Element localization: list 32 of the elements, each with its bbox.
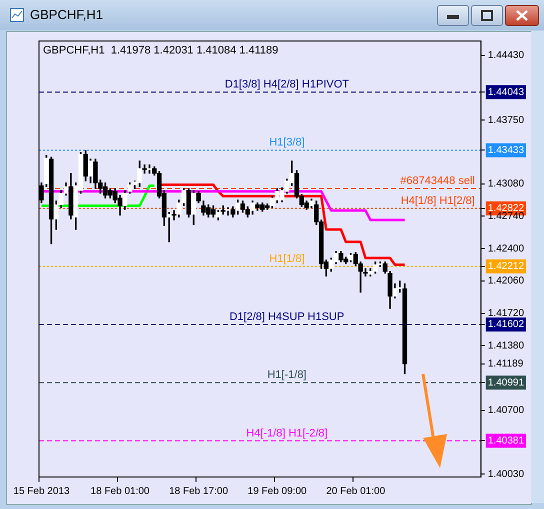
y-tick-label: 1.43080 <box>488 178 524 190</box>
y-tick-label: 1.42060 <box>488 276 524 287</box>
y-tick-label: 1.44430 <box>488 50 524 62</box>
y-tick-label: 1.40991 <box>488 377 524 388</box>
y-tick-label: 1.41189 <box>488 358 524 370</box>
x-tick-label: 18 Feb 17:00 <box>169 486 228 497</box>
ref-line-label: H4[-1/8] H1[-2/8] <box>246 427 328 440</box>
ref-line-label: #68743448 sell <box>400 175 475 188</box>
ref-line-label: H1[1/8] <box>269 252 305 265</box>
ref-line-label: H1[3/8] <box>269 136 305 149</box>
x-tick-label: 20 Feb 01:00 <box>326 486 386 497</box>
y-tick-label: 1.41602 <box>488 319 524 330</box>
chart-subtitle: GBPCHF,H1 1.41978 1.42031 1.41084 1.41189 <box>43 44 278 57</box>
chart-title: GBPCHF,H1 <box>30 7 103 22</box>
y-tick-label: 1.44043 <box>488 86 524 98</box>
y-tick-label: 1.42400 <box>488 243 524 254</box>
y-tick-label: 1.40030 <box>488 468 524 480</box>
x-tick-label: 19 Feb 09:00 <box>248 486 308 497</box>
y-tick-label: 1.41720 <box>488 308 524 320</box>
x-tick-label: 15 Feb 2013 <box>13 486 70 497</box>
ref-line-label: H4[1/8] H1[2/8] <box>400 194 475 207</box>
ref-line-label: D1[2/8] H4SUP H1SUP <box>229 311 344 324</box>
y-tick-label: 1.43433 <box>488 144 524 156</box>
x-tick-label: 18 Feb 01:00 <box>90 486 150 497</box>
y-tick-label: 1.42212 <box>488 261 524 272</box>
y-tick-label: 1.40700 <box>488 405 524 416</box>
ref-line-label: H1[-1/8] <box>267 369 307 382</box>
y-tick-label: 1.41380 <box>488 340 524 352</box>
ref-line-label: D1[3/8] H4[2/8] H1PIVOT <box>224 78 350 91</box>
y-tick-label: 1.40381 <box>488 435 524 446</box>
y-tick-label: 1.43750 <box>488 114 524 126</box>
candlestick <box>142 164 147 174</box>
